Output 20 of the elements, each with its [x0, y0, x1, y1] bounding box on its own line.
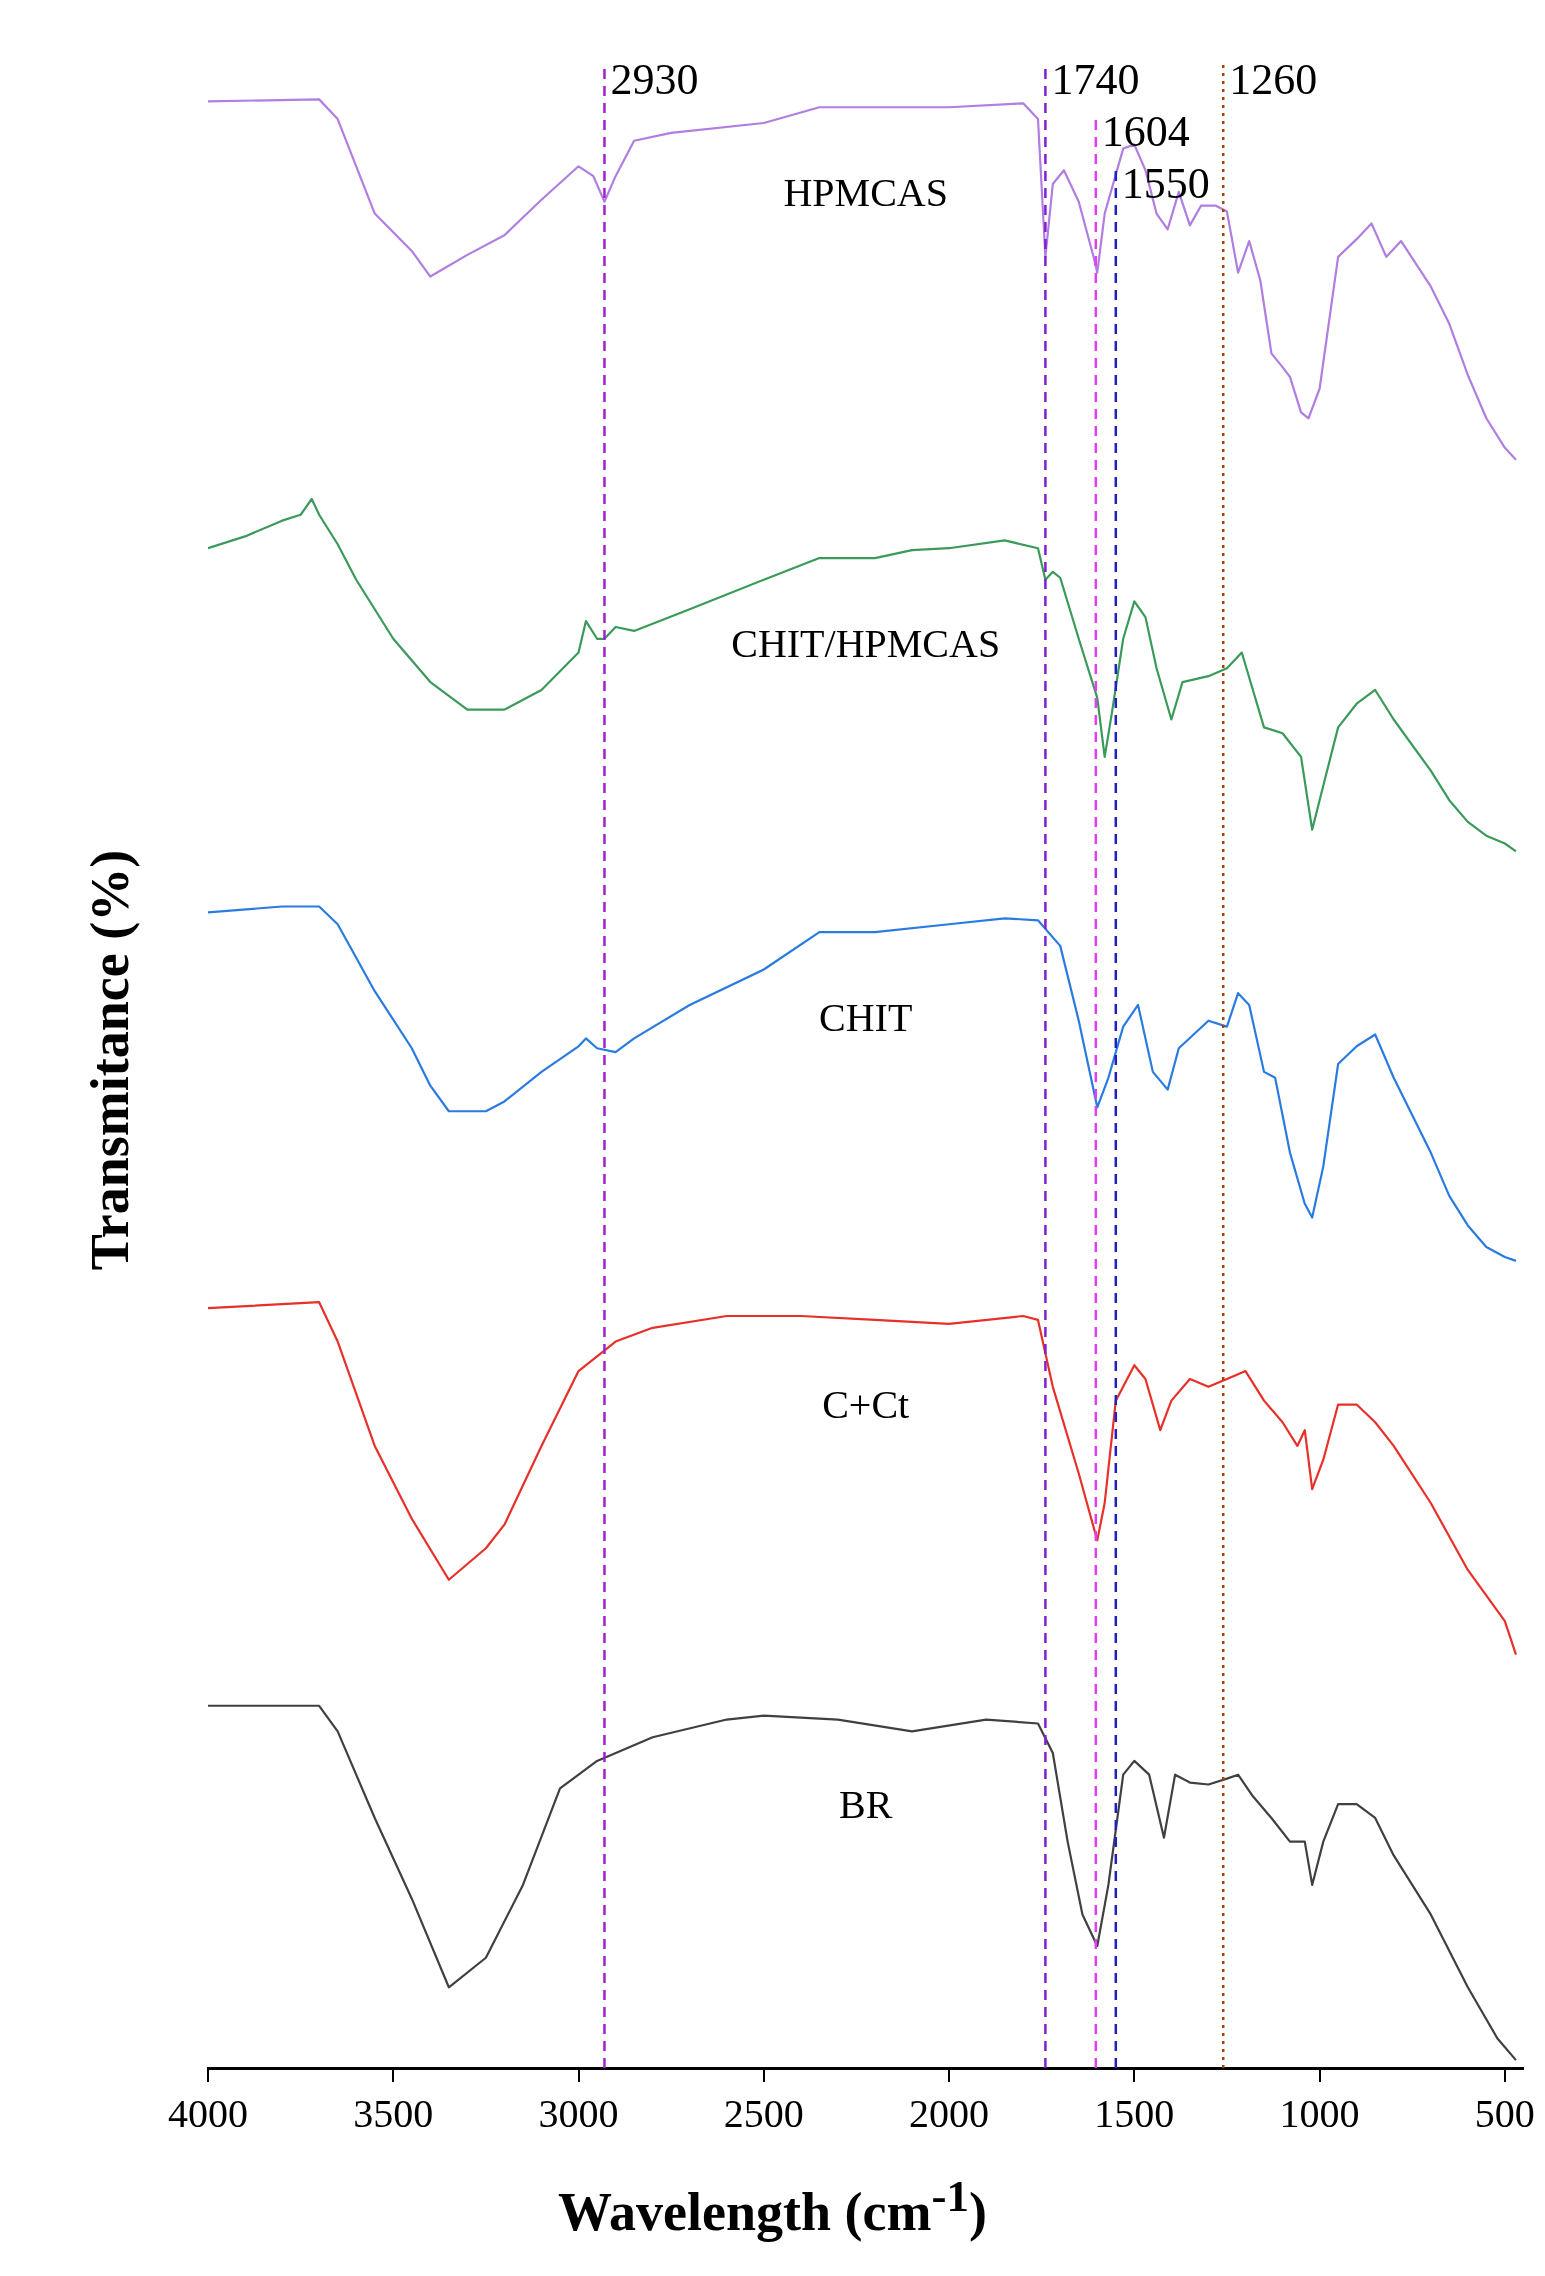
series-label: CHIT/HPMCAS [731, 620, 1001, 666]
series-label: C+Ct [822, 1382, 910, 1428]
series-label: CHIT [819, 994, 913, 1040]
x-tick-label: 3000 [538, 2090, 619, 2136]
ref-line-label: 1260 [1229, 54, 1318, 104]
y-axis-title: Transmitance (%) [79, 849, 141, 1271]
series-label: HPMCAS [783, 169, 948, 215]
ref-line-label: 1550 [1121, 158, 1210, 208]
x-tick-label: 2500 [723, 2090, 804, 2136]
ref-line-label: 1604 [1101, 106, 1190, 156]
ref-line-label: 2930 [610, 54, 699, 104]
x-tick-label: 4000 [168, 2090, 248, 2136]
x-tick-label: 1500 [1094, 2090, 1175, 2136]
ref-line-label: 1740 [1051, 54, 1140, 104]
x-axis-title: Wavelength (cm$^{-1}$) [557, 2170, 988, 2243]
x-tick-label: 2000 [909, 2090, 990, 2136]
x-tick-label: 1000 [1279, 2090, 1360, 2136]
series-label: BR [839, 1782, 893, 1828]
x-tick-label: 500 [1474, 2090, 1535, 2136]
x-tick-label: 3500 [353, 2090, 434, 2136]
